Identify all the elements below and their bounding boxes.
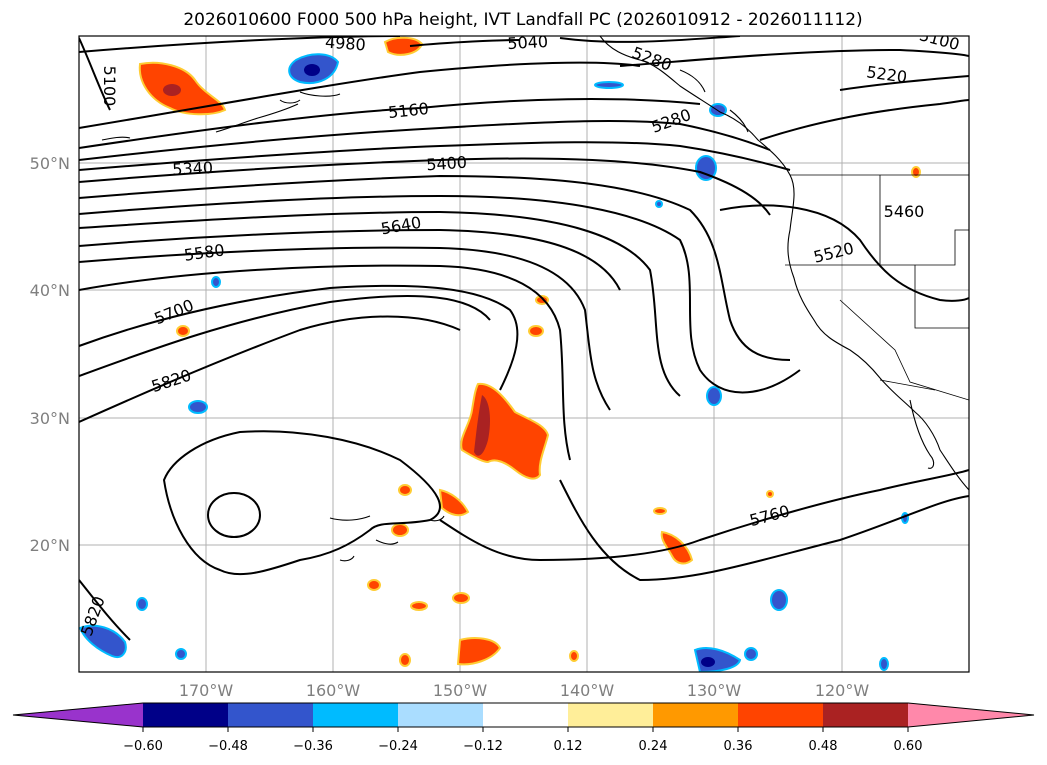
colorbar-segment <box>483 703 568 727</box>
contour-label: 5160 <box>387 99 429 122</box>
colorbar-extend-high <box>908 703 1034 727</box>
colorbar: −0.60 −0.48 −0.36 −0.24 −0.12 0.12 0.24 0.36 0.4… <box>12 702 1035 754</box>
lon-label-120w: 120°W <box>815 681 870 700</box>
coastlines <box>101 36 969 562</box>
lat-label-30n: 30°N <box>30 409 70 428</box>
map-title: 2026010600 F000 500 hPa height, IVT Land… <box>183 10 862 30</box>
colorbar-tick-label: −0.48 <box>208 739 248 754</box>
contour-label: 5100 <box>100 66 119 107</box>
colorbar-tick-label: −0.24 <box>378 739 418 754</box>
colorbar-tick-label: 0.24 <box>639 739 668 754</box>
lat-label-50n: 50°N <box>30 154 70 173</box>
height-contours <box>79 36 969 641</box>
lon-label-170w: 170°W <box>179 681 234 700</box>
political-borders <box>785 174 969 401</box>
contour-label: 5340 <box>172 158 214 179</box>
colorbar-ticks: −0.60 −0.48 −0.36 −0.24 −0.12 0.12 0.24 0.36 0.4… <box>123 727 922 754</box>
colorbar-segment <box>313 703 398 727</box>
colorbar-tick-label: 0.48 <box>809 739 838 754</box>
colorbar-extend-low <box>13 703 143 727</box>
map-frame <box>78 35 970 673</box>
lat-label-40n: 40°N <box>30 281 70 300</box>
gridlines <box>79 36 969 672</box>
contour-label: 5400 <box>426 153 468 175</box>
lon-label-150w: 150°W <box>433 681 488 700</box>
colorbar-tick-label: 0.12 <box>554 739 583 754</box>
colorbar-segment <box>653 703 738 727</box>
colorbar-segment <box>568 703 653 727</box>
colorbar-tick-label: 0.36 <box>724 739 753 754</box>
colorbar-segment <box>738 703 823 727</box>
lon-label-160w: 160°W <box>306 681 361 700</box>
colorbar-tick-label: −0.36 <box>293 739 333 754</box>
colorbar-tick-label: −0.60 <box>123 739 163 754</box>
contour-label: 4980 <box>324 33 366 55</box>
contour-label: 5040 <box>507 32 549 53</box>
colorbar-segment <box>143 703 228 727</box>
lon-label-130w: 130°W <box>687 681 742 700</box>
colorbar-segments <box>12 702 1035 728</box>
colorbar-segment <box>823 703 908 727</box>
colorbar-segment <box>228 703 313 727</box>
colorbar-segment <box>398 703 483 727</box>
colorbar-tick-label: 0.60 <box>894 739 923 754</box>
lon-label-140w: 140°W <box>560 681 615 700</box>
latitude-labels: 50°N 40°N 30°N 20°N <box>30 154 70 555</box>
lat-label-20n: 20°N <box>30 536 70 555</box>
longitude-labels: 170°W 160°W 150°W 140°W 130°W 120°W <box>179 681 870 700</box>
colorbar-tick-label: −0.12 <box>463 739 503 754</box>
contour-label: 5460 <box>884 202 925 221</box>
map-panel: 4980 5040 5100 5160 5220 5280 5340 5400 … <box>78 32 970 673</box>
